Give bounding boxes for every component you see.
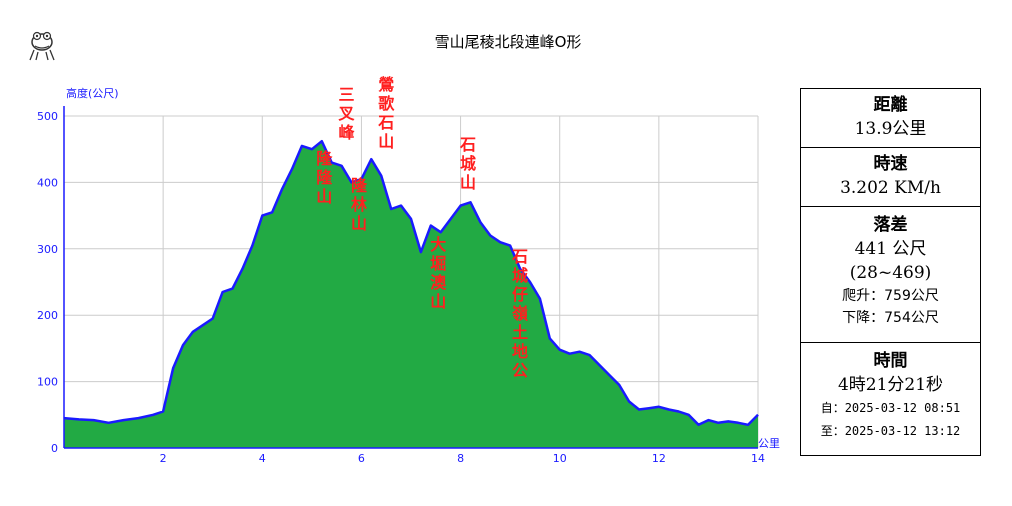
elevation-section: 落差 441 公尺 (28~469) 爬升：759公尺 下降：754公尺	[801, 207, 980, 343]
x-tick-label: 10	[553, 452, 567, 465]
peak-label-char: 鶯	[378, 75, 394, 94]
y-tick-label: 200	[37, 309, 58, 322]
peak-label: 石城山	[459, 135, 476, 192]
speed-value: 3.202 KM/h	[840, 178, 941, 198]
elevation-chart: 雪山尾稜北段連峰O形 高度(公尺) 公里 0 100 200 300 400 500 2 4 6…	[29, 31, 780, 465]
elevation-fill	[64, 141, 758, 448]
elevation-label: 落差	[873, 215, 908, 235]
y-tick-label: 100	[37, 376, 58, 389]
tick-labels: 0 100 200 300 400 500 2 4 6 8 10 12 14	[37, 110, 765, 465]
x-tick-label: 8	[457, 452, 464, 465]
elevation-range: (28~469)	[849, 263, 932, 283]
y-axis-label: 高度(公尺)	[66, 86, 119, 100]
y-tick-label: 300	[37, 243, 58, 256]
peak-label-char: 澳	[430, 273, 447, 292]
peak-label-char: 三	[339, 85, 355, 104]
peak-label-char: 歌	[378, 94, 395, 113]
x-tick-label: 4	[259, 452, 266, 465]
ascent-value: 爬升：759公尺	[842, 288, 939, 304]
time-section: 時間 4時21分21秒 自：2025-03-12 08:51 至：2025-03…	[801, 343, 980, 455]
peak-label-char: 山	[378, 132, 394, 151]
y-tick-label: 500	[37, 110, 58, 123]
peak-label: 隆林山	[351, 176, 368, 233]
x-tick-label: 2	[160, 452, 167, 465]
axes	[63, 106, 758, 449]
peak-label-char: 嶺	[512, 304, 528, 323]
peak-label-char: 堀	[430, 254, 446, 273]
peak-label-char: 林	[351, 195, 367, 214]
peak-label-char: 地	[512, 342, 528, 361]
y-tick-label: 0	[51, 442, 58, 455]
peak-label-char: 叉	[338, 104, 356, 123]
peak-label-char: 石	[377, 113, 394, 132]
y-tick-label: 400	[37, 176, 58, 189]
peak-label-char: 峰	[339, 123, 356, 142]
peak-label-char: 隆	[316, 168, 333, 187]
peak-label-char: 城	[460, 154, 476, 173]
speed-label: 時速	[873, 154, 908, 174]
peak-label-char: 山	[316, 187, 332, 206]
speed-section: 時速 3.202 KM/h	[801, 148, 980, 207]
distance-value: 13.9公里	[854, 119, 927, 139]
peak-label-char: 石	[511, 247, 528, 266]
chart-title: 雪山尾稜北段連峰O形	[435, 33, 582, 51]
start-time: 自：2025-03-12 08:51	[820, 401, 961, 415]
peak-label: 三叉峰	[338, 85, 356, 142]
distance-section: 距離 13.9公里	[801, 89, 980, 148]
peak-label: 隆隆山	[316, 149, 333, 206]
peak-label-char: 隆	[351, 176, 368, 195]
peak-label-char: 山	[351, 214, 367, 233]
x-tick-label: 12	[652, 452, 666, 465]
elevation-value: 441 公尺	[854, 239, 927, 259]
peak-label-char: 仔	[512, 285, 528, 304]
peak-label-char: 城	[512, 266, 528, 285]
frog-logo-icon	[29, 31, 55, 61]
distance-label: 距離	[873, 95, 908, 115]
time-value: 4時21分21秒	[837, 375, 944, 395]
x-tick-label: 14	[751, 452, 765, 465]
peak-label-char: 大	[430, 235, 446, 254]
peak-label-char: 公	[512, 361, 528, 380]
x-axis-label: 公里	[758, 437, 780, 450]
peak-label-char: 山	[430, 292, 446, 311]
elevation-line	[63, 139, 759, 427]
peak-label-char: 土	[512, 323, 528, 342]
peak-label-char: 山	[460, 173, 476, 192]
peak-label-char: 隆	[316, 149, 333, 168]
x-tick-label: 6	[358, 452, 365, 465]
peak-label-char: 石	[459, 135, 476, 154]
stats-panel: 距離 13.9公里 時速 3.202 KM/h 落差 441 公尺 (28~46…	[800, 88, 981, 456]
end-time: 至：2025-03-12 13:12	[820, 424, 961, 438]
elevation-area	[63, 139, 759, 448]
time-label: 時間	[873, 351, 908, 371]
descent-value: 下降：754公尺	[842, 310, 939, 326]
